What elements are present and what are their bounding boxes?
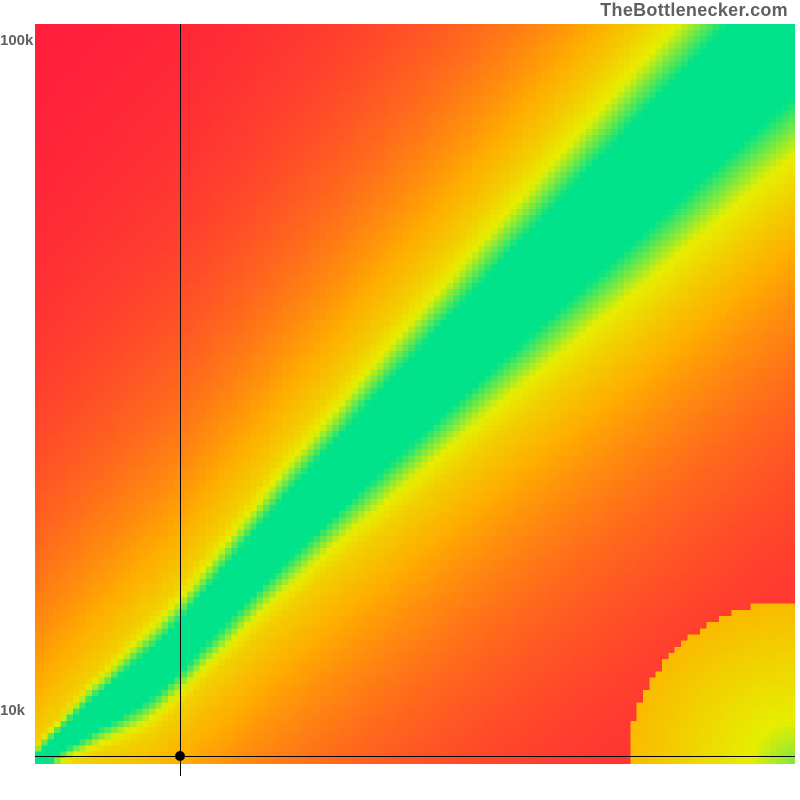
y-axis-line	[180, 24, 181, 776]
source-attribution: TheBottlenecker.com	[600, 0, 788, 21]
y-tick-bottom-label: 10k	[0, 702, 25, 719]
datapoint-marker	[175, 751, 185, 761]
y-tick-top-label: 100k	[0, 32, 33, 49]
chart-root: TheBottlenecker.com 100k 10k	[0, 0, 800, 800]
x-axis-line	[35, 756, 795, 757]
heatmap-canvas	[35, 24, 795, 764]
heatmap-area	[35, 24, 795, 764]
